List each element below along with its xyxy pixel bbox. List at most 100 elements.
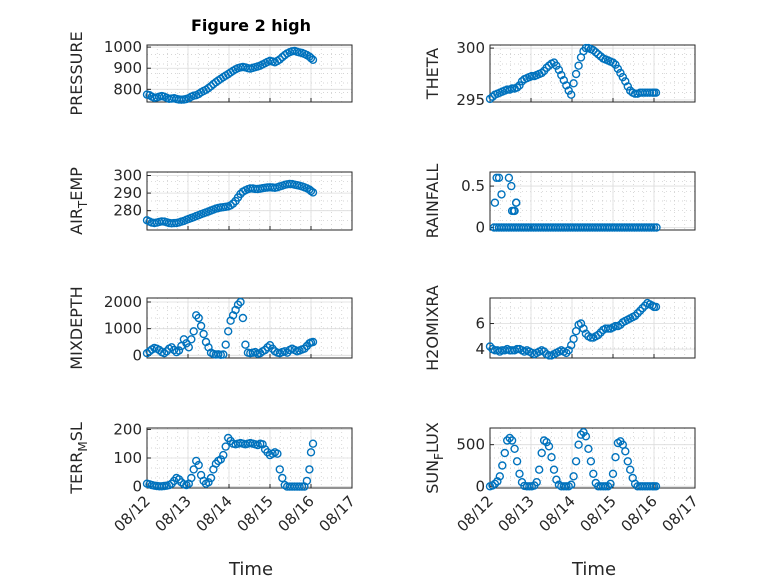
data-point	[613, 64, 623, 74]
data-point	[503, 436, 512, 445]
data-point	[608, 58, 618, 67]
data-point	[297, 482, 307, 491]
data-point	[542, 438, 551, 447]
data-point	[574, 61, 583, 70]
data-point	[562, 81, 571, 90]
data-point	[601, 482, 610, 491]
y-axis-label: AIRTEMP	[67, 167, 90, 235]
data-point	[515, 81, 524, 90]
data-point	[490, 479, 500, 488]
y-tick-label: 2000	[104, 293, 142, 311]
y-tick-label: 500	[456, 436, 485, 454]
data-point	[512, 83, 522, 92]
data-point	[647, 223, 656, 232]
data-point	[559, 482, 568, 491]
data-point	[606, 479, 615, 488]
y-axis-label: PRESSURE	[67, 31, 86, 115]
y-tick-label: 1000	[104, 38, 142, 56]
data-point	[219, 350, 228, 359]
data-point	[589, 46, 598, 55]
data-point	[571, 457, 581, 466]
data-point	[562, 482, 571, 491]
data-point	[547, 453, 556, 462]
data-point	[241, 340, 250, 349]
data-point	[512, 344, 522, 354]
data-point	[492, 173, 501, 183]
data-point	[652, 223, 661, 232]
data-point	[611, 60, 620, 69]
data-point	[263, 343, 272, 352]
data-point	[206, 473, 216, 483]
data-point	[505, 433, 514, 443]
data-point	[581, 432, 591, 441]
data-point	[206, 81, 216, 91]
subplot-5: 0 1000 2000 MIXDEPTH	[67, 286, 353, 370]
data-point	[544, 442, 554, 451]
data-point	[510, 444, 519, 453]
data-point	[306, 186, 316, 196]
data-point	[651, 88, 661, 97]
y-tick-label: 290	[113, 184, 142, 202]
data-point	[525, 482, 534, 491]
data-point	[221, 340, 230, 349]
data-point	[495, 472, 504, 481]
data-point	[493, 477, 502, 486]
data-point	[645, 482, 655, 491]
y-tick-label: 800	[113, 80, 142, 98]
data-point	[275, 465, 284, 474]
data-point	[549, 465, 559, 474]
data-point	[273, 449, 282, 458]
data-point	[554, 65, 564, 75]
data-point	[308, 439, 318, 448]
y-tick-label: 0	[132, 346, 142, 364]
data-point	[635, 306, 645, 315]
data-point	[542, 63, 551, 73]
data-point	[630, 311, 640, 321]
y-axis-label: TERRMSL	[67, 422, 90, 495]
y-axis-label: THETA	[423, 48, 442, 100]
y-tick-label: 100	[113, 449, 142, 467]
data-point	[187, 473, 196, 483]
data-point	[569, 472, 578, 481]
data-point	[603, 482, 613, 491]
data-point	[651, 482, 661, 491]
data-point	[589, 469, 598, 478]
y-tick-label: 6	[475, 315, 485, 333]
data-point	[618, 72, 627, 82]
data-point	[579, 428, 588, 437]
data-point	[219, 450, 228, 460]
y-tick-label: 280	[113, 202, 142, 220]
data-point	[552, 475, 561, 484]
y-axis-label: MIXDEPTH	[67, 286, 86, 369]
data-point	[567, 90, 576, 99]
data-point	[305, 465, 314, 474]
data-point	[599, 482, 608, 491]
data-point	[623, 457, 632, 466]
data-point	[527, 71, 536, 81]
data-point	[308, 188, 318, 197]
data-point	[603, 324, 613, 333]
data-point	[537, 68, 546, 78]
data-point	[571, 69, 581, 79]
data-point	[633, 309, 642, 318]
data-point	[611, 453, 620, 462]
data-point	[174, 346, 184, 355]
data-point	[236, 297, 245, 307]
data-point	[507, 84, 517, 93]
data-point	[623, 82, 632, 91]
axes-box	[146, 427, 353, 489]
y-tick-label: 900	[113, 59, 142, 77]
y-tick-label: 200	[113, 420, 142, 438]
data-point	[275, 55, 284, 64]
data-point	[169, 345, 179, 355]
data-point	[216, 455, 226, 464]
data-point	[645, 88, 655, 97]
data-point	[591, 48, 600, 57]
y-tick-label: 0	[475, 477, 485, 495]
data-point	[621, 447, 630, 456]
figure-title: Figure 2 high	[191, 16, 311, 35]
data-point	[569, 334, 578, 344]
data-point	[504, 173, 514, 183]
data-point	[221, 442, 230, 451]
